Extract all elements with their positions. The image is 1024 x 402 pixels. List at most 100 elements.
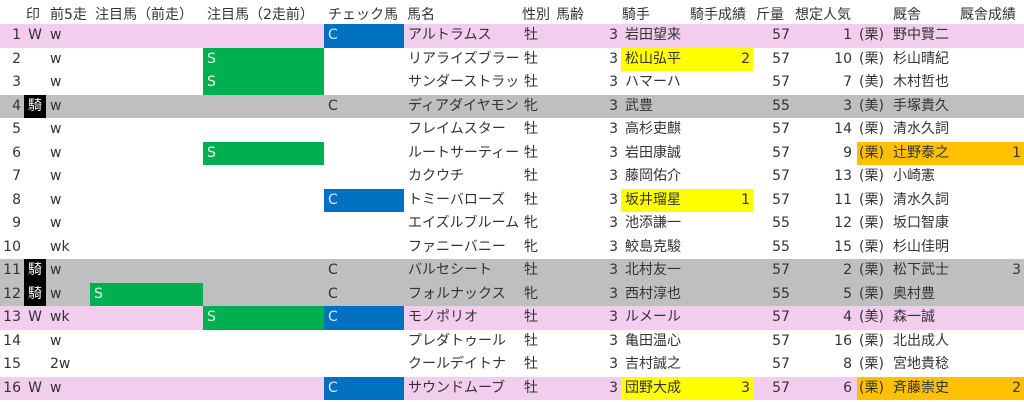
cell-num[interactable]: 9 <box>12 215 21 231</box>
cell-jockey[interactable]: 西村淳也 <box>625 285 681 302</box>
cell-att1[interactable]: S <box>94 285 103 302</box>
cell-num[interactable]: 13 <box>3 309 21 325</box>
cell-prev5[interactable]: w <box>50 285 62 302</box>
cell-age[interactable]: 3 <box>609 168 618 184</box>
cell-att1[interactable] <box>90 353 203 377</box>
cell-prev5[interactable]: w <box>50 215 62 231</box>
cell-check[interactable] <box>324 212 404 236</box>
cell-region[interactable]: (美) <box>859 97 884 114</box>
cell-sex[interactable]: 牡 <box>524 262 538 278</box>
cell-sex[interactable]: 牡 <box>524 309 538 325</box>
cell-prev5[interactable]: w <box>50 97 62 114</box>
cell-pop[interactable]: 12 <box>834 215 852 231</box>
cell-name[interactable]: クールデイトナ <box>408 356 506 372</box>
cell-att2[interactable]: S <box>207 50 216 67</box>
cell-att2[interactable]: S <box>207 144 216 161</box>
cell-trainer[interactable]: 小崎憲 <box>893 168 935 184</box>
cell-weight[interactable]: 57 <box>772 144 790 161</box>
cell-prev5[interactable]: w <box>50 262 62 278</box>
cell-age[interactable]: 3 <box>609 215 618 231</box>
cell-name[interactable]: リアライズブラーヴ <box>408 50 520 67</box>
cell-region[interactable]: (栗) <box>859 356 884 372</box>
cell-pop[interactable]: 6 <box>843 379 852 396</box>
cell-name[interactable]: ルートサーティーン <box>408 144 520 161</box>
cell-check[interactable]: C <box>328 309 338 325</box>
cell-mark[interactable] <box>24 189 46 213</box>
cell-trainer[interactable]: 宮地貴稔 <box>893 356 949 372</box>
cell-sex[interactable]: 牡 <box>524 168 538 184</box>
cell-jockey[interactable]: 高杉吏麒 <box>625 121 681 137</box>
cell-jockey[interactable]: 岩田望来 <box>625 27 681 43</box>
cell-att2[interactable] <box>203 189 324 213</box>
cell-att2[interactable] <box>203 283 324 307</box>
cell-age[interactable]: 3 <box>609 191 618 208</box>
cell-prev5[interactable]: 2w <box>50 356 71 372</box>
cell-att1[interactable] <box>90 306 203 330</box>
cell-pop[interactable]: 7 <box>843 74 852 90</box>
cell-pop[interactable]: 5 <box>843 285 852 302</box>
cell-prev5[interactable]: w <box>50 50 62 67</box>
cell-jockey[interactable]: 吉村誠之 <box>625 356 681 372</box>
cell-mark[interactable] <box>24 118 46 142</box>
cell-prev5[interactable]: w <box>50 27 62 43</box>
cell-tres[interactable]: 2 <box>1012 379 1021 396</box>
cell-trainer[interactable]: 手塚貴久 <box>893 97 949 114</box>
cell-pop[interactable]: 3 <box>843 97 852 114</box>
cell-trainer[interactable]: 杉山晴紀 <box>893 50 949 67</box>
cell-tres[interactable] <box>989 353 1024 377</box>
cell-age[interactable]: 3 <box>609 144 618 161</box>
table-row[interactable]: 6 w S ルートサーティーン牡 3 岩田康誠 57 9 (栗) 辻野泰之 1 <box>0 141 1024 166</box>
cell-name[interactable]: エイズルブルーム <box>408 215 520 231</box>
cell-jres[interactable] <box>721 236 753 260</box>
cell-region[interactable]: (栗) <box>859 144 884 161</box>
cell-num[interactable]: 6 <box>12 144 21 161</box>
cell-age[interactable]: 3 <box>609 50 618 67</box>
cell-trainer[interactable]: 辻野泰之 <box>893 144 949 161</box>
cell-jockey[interactable]: 岩田康誠 <box>625 144 681 161</box>
cell-region[interactable]: (栗) <box>859 168 884 184</box>
cell-jres[interactable] <box>721 353 753 377</box>
cell-trainer[interactable]: 奥村豊 <box>893 285 935 302</box>
cell-att2[interactable]: S <box>207 74 216 90</box>
cell-mark[interactable]: 騎 <box>24 94 46 118</box>
cell-num[interactable]: 2 <box>12 50 21 67</box>
table-row[interactable]: 2 w S リアライズブラーヴ牡 3 松山弘平 2 57 10 (栗) 杉山晴紀 <box>0 47 1024 71</box>
cell-att2[interactable]: S <box>207 309 216 325</box>
cell-num[interactable]: 16 <box>3 379 21 396</box>
table-row[interactable]: 10 wk ファニーバニー 牝 3 鮫島克駿 55 15 (栗) 杉山佳明 <box>0 236 1024 260</box>
cell-jockey[interactable]: 武豊 <box>625 97 653 114</box>
cell-att2[interactable] <box>203 353 324 377</box>
cell-prev5[interactable]: wk <box>50 309 70 325</box>
cell-att1[interactable] <box>90 377 203 401</box>
cell-weight[interactable]: 55 <box>772 215 790 231</box>
cell-weight[interactable]: 57 <box>772 50 790 67</box>
cell-age[interactable]: 3 <box>609 97 618 114</box>
cell-tres[interactable] <box>989 71 1024 95</box>
cell-name[interactable]: サンダーストラック <box>408 74 520 90</box>
cell-trainer[interactable]: 清水久詞 <box>893 191 949 208</box>
cell-jres[interactable] <box>721 24 753 48</box>
cell-att1[interactable] <box>90 24 203 48</box>
cell-num[interactable]: 5 <box>12 121 21 137</box>
cell-att1[interactable] <box>90 330 203 354</box>
cell-att2[interactable] <box>203 212 324 236</box>
cell-check[interactable] <box>324 142 404 166</box>
cell-weight[interactable]: 57 <box>772 168 790 184</box>
cell-jockey[interactable]: 藤岡佑介 <box>625 168 681 184</box>
cell-tres[interactable] <box>989 165 1024 189</box>
cell-pop[interactable]: 8 <box>843 356 852 372</box>
cell-jres[interactable] <box>721 165 753 189</box>
cell-jres[interactable]: 1 <box>741 191 750 208</box>
cell-pop[interactable]: 13 <box>834 168 852 184</box>
cell-sex[interactable]: 牡 <box>524 144 538 161</box>
cell-prev5[interactable]: w <box>50 379 62 396</box>
cell-jockey[interactable]: 松山弘平 <box>625 50 681 67</box>
cell-jockey[interactable]: ハマーハ <box>625 74 681 90</box>
cell-age[interactable]: 3 <box>609 356 618 372</box>
cell-jockey[interactable]: 亀田温心 <box>625 332 681 349</box>
cell-att2[interactable] <box>203 95 324 119</box>
cell-att2[interactable] <box>203 165 324 189</box>
cell-name[interactable]: ディアダイヤモンド <box>408 97 520 114</box>
cell-num[interactable]: 7 <box>12 168 21 184</box>
